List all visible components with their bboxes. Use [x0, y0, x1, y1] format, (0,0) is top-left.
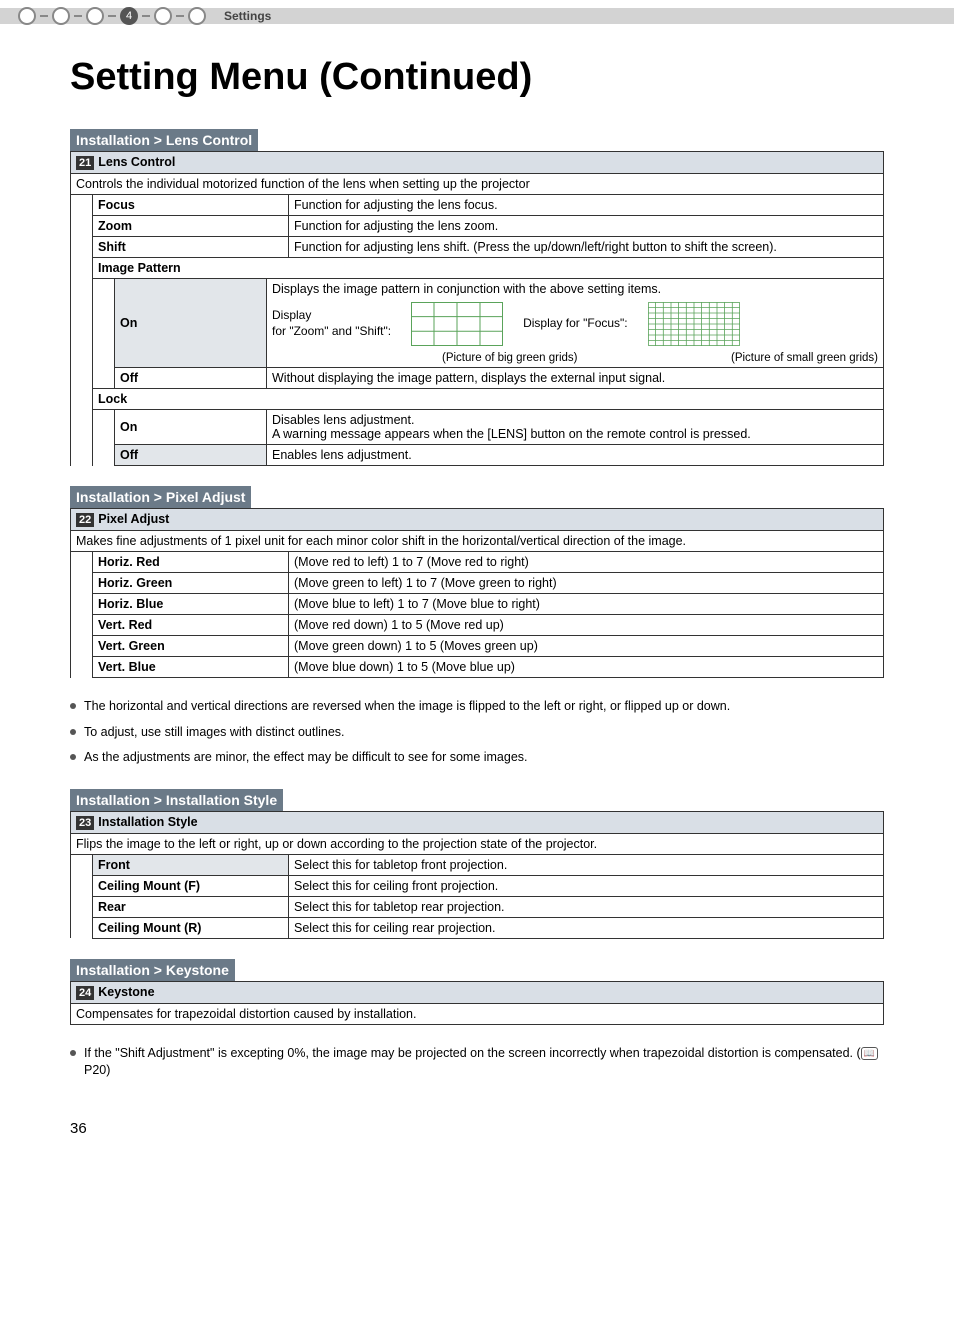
row-heading: 23 Installation Style: [71, 811, 884, 833]
page-title: Setting Menu (Continued): [70, 56, 884, 99]
val: (Move green down) 1 to 5 (Moves green up…: [289, 636, 884, 657]
indent-spacer: [71, 552, 93, 678]
heading-text: Installation Style: [98, 815, 197, 829]
section-lens-control-header: Installation > Lens Control: [70, 129, 258, 151]
val-lock-on: Disables lens adjustment. A warning mess…: [267, 410, 884, 445]
bullets-keystone: If the "Shift Adjustment" is excepting 0…: [70, 1045, 884, 1080]
heading-text: Keystone: [98, 985, 154, 999]
row-desc: Controls the individual motorized functi…: [71, 174, 884, 195]
val-shift: Function for adjusting lens shift. (Pres…: [289, 237, 884, 258]
imgpat-disp1-label: Display for "Zoom" and "Shift":: [272, 308, 391, 339]
small-grid-icon: [648, 302, 740, 346]
label-image-pattern: Image Pattern: [93, 258, 884, 279]
val: (Move blue to left) 1 to 7 (Move blue to…: [289, 594, 884, 615]
label-imgpat-off: Off: [115, 368, 267, 389]
indent-spacer: [71, 854, 93, 938]
label: Vert. Blue: [93, 657, 289, 678]
step-label: Settings: [224, 9, 271, 23]
connector: [142, 15, 150, 17]
step-circle-1: [18, 7, 36, 25]
step-circle-4-active: 4: [120, 7, 138, 25]
step-circle-5: [154, 7, 172, 25]
val: (Move red to left) 1 to 7 (Move red to r…: [289, 552, 884, 573]
section-pixel-adjust-header: Installation > Pixel Adjust: [70, 486, 251, 508]
label-lock-off: Off: [115, 445, 267, 466]
connector: [40, 15, 48, 17]
indent-spacer: [71, 389, 93, 466]
label-focus: Focus: [93, 195, 289, 216]
val-lock-off: Enables lens adjustment.: [267, 445, 884, 466]
caption-big-grid: (Picture of big green grids): [442, 352, 578, 364]
val: Select this for ceiling front projection…: [289, 875, 884, 896]
bullet: If the "Shift Adjustment" is excepting 0…: [70, 1045, 884, 1080]
table-lens-control-sub: On Displays the image pattern in conjunc…: [70, 278, 884, 466]
bullet: To adjust, use still images with distinc…: [70, 724, 884, 742]
page-ref-icon: 📖: [861, 1047, 878, 1060]
val-zoom: Function for adjusting the lens zoom.: [289, 216, 884, 237]
num-badge: 23: [76, 816, 94, 830]
indent-spacer-2: [93, 410, 115, 466]
indent-spacer-2: [93, 279, 115, 389]
table-lens-control: 21 Lens Control Controls the individual m…: [70, 151, 884, 279]
val: (Move green to left) 1 to 7 (Move green …: [289, 573, 884, 594]
num-badge: 24: [76, 986, 94, 1000]
label: Vert. Green: [93, 636, 289, 657]
label-lock: Lock: [93, 389, 884, 410]
indent-spacer: [71, 195, 93, 279]
section-keystone-header: Installation > Keystone: [70, 959, 235, 981]
row-heading: 24 Keystone: [71, 981, 884, 1003]
top-bar: 4 Settings: [0, 0, 954, 32]
val: (Move red down) 1 to 5 (Move red up): [289, 615, 884, 636]
section-install-style-header: Installation > Installation Style: [70, 789, 283, 811]
label-zoom: Zoom: [93, 216, 289, 237]
label: Front: [93, 854, 289, 875]
table-install-style: 23 Installation Style Flips the image to …: [70, 811, 884, 939]
step-circle-6: [188, 7, 206, 25]
val-imgpat-off: Without displaying the image pattern, di…: [267, 368, 884, 389]
imgpat-line1: Displays the image pattern in conjunctio…: [272, 282, 878, 296]
row-desc: Makes fine adjustments of 1 pixel unit f…: [71, 531, 884, 552]
row-desc: Flips the image to the left or right, up…: [71, 833, 884, 854]
bullet: The horizontal and vertical directions a…: [70, 698, 884, 716]
row-heading: 22 Pixel Adjust: [71, 509, 884, 531]
label: Ceiling Mount (R): [93, 917, 289, 938]
connector: [108, 15, 116, 17]
row-desc: Compensates for trapezoidal distortion c…: [71, 1003, 884, 1024]
imgpat-disp2-label: Display for "Focus":: [523, 316, 628, 332]
num-badge: 22: [76, 513, 94, 527]
val: Select this for ceiling rear projection.: [289, 917, 884, 938]
val: (Move blue down) 1 to 5 (Move blue up): [289, 657, 884, 678]
table-keystone: 24 Keystone Compensates for trapezoidal d…: [70, 981, 884, 1025]
label-imgpat-on: On: [115, 279, 267, 368]
label: Rear: [93, 896, 289, 917]
label: Vert. Red: [93, 615, 289, 636]
page-number: 36: [70, 1120, 954, 1137]
num-badge: 21: [76, 156, 94, 170]
label-lock-on: On: [115, 410, 267, 445]
val: Select this for tabletop front projectio…: [289, 854, 884, 875]
val-imgpat-on: Displays the image pattern in conjunctio…: [267, 279, 884, 368]
step-circle-3: [86, 7, 104, 25]
page-ref: P20: [84, 1063, 106, 1077]
row-heading: 21 Lens Control: [71, 152, 884, 174]
heading-text: Pixel Adjust: [98, 512, 169, 526]
bullets-pixel-adjust: The horizontal and vertical directions a…: [70, 698, 884, 767]
val: Select this for tabletop rear projection…: [289, 896, 884, 917]
step-circle-2: [52, 7, 70, 25]
caption-small-grid: (Picture of small green grids): [731, 352, 878, 364]
label: Horiz. Blue: [93, 594, 289, 615]
heading-text: Lens Control: [98, 155, 175, 169]
big-grid-icon: [411, 302, 503, 346]
label: Horiz. Red: [93, 552, 289, 573]
bullet: As the adjustments are minor, the effect…: [70, 749, 884, 767]
step-chain: 4 Settings: [18, 0, 271, 32]
val-focus: Function for adjusting the lens focus.: [289, 195, 884, 216]
indent-spacer: [71, 279, 93, 389]
label: Horiz. Green: [93, 573, 289, 594]
label: Ceiling Mount (F): [93, 875, 289, 896]
connector: [74, 15, 82, 17]
table-pixel-adjust: 22 Pixel Adjust Makes fine adjustments of…: [70, 508, 884, 678]
connector: [176, 15, 184, 17]
label-shift: Shift: [93, 237, 289, 258]
